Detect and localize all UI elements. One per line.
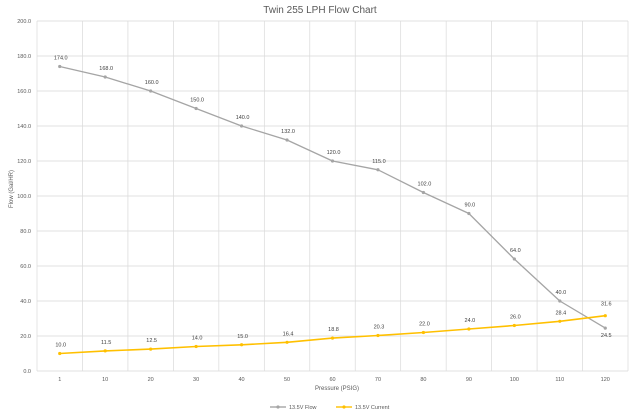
y-tick-label: 120.0 (17, 159, 31, 165)
legend: 13.5V Flow 13.5V Current (270, 405, 390, 411)
data-label: 150.0 (190, 98, 204, 104)
data-labels: 174.0 168.0 160.0 150.0 140.0 132.0 120.0 115.0… (54, 56, 612, 349)
data-point (58, 351, 62, 356)
data-label: 115.0 (372, 159, 385, 165)
data-label: 22.0 (419, 322, 430, 328)
data-label: 16.4 (283, 331, 294, 337)
x-tick-label: 110 (555, 377, 564, 383)
data-point (285, 340, 289, 344)
data-label: 31.6 (601, 302, 612, 308)
data-label: 26.0 (510, 315, 521, 321)
x-tick-label: 100 (510, 377, 519, 383)
series-line-flow (59, 65, 606, 329)
data-point (194, 344, 198, 349)
data-label: 15.0 (237, 334, 248, 340)
data-label: 102.0 (418, 182, 432, 188)
y-axis-ticks: 0.0 20.0 40.0 60.0 80.0 100.0 120.0 140.0 160.0 1… (17, 19, 31, 375)
data-point (149, 347, 153, 351)
x-tick-label: 70 (375, 377, 381, 383)
x-tick-label: 90 (466, 377, 472, 383)
data-label: 18.8 (328, 327, 339, 333)
x-tick-label: 80 (420, 377, 426, 383)
data-label: 24.0 (465, 318, 476, 324)
x-tick-label: 120 (601, 377, 610, 383)
data-point (239, 124, 244, 128)
y-tick-label: 0.0 (23, 369, 31, 375)
chart-title: Twin 255 LPH Flow Chart (263, 5, 377, 16)
data-point (421, 190, 426, 195)
y-tick-label: 60.0 (20, 264, 31, 270)
data-point (558, 319, 562, 323)
data-point (58, 64, 62, 69)
data-label: 12.5 (146, 338, 157, 344)
data-label: 168.0 (99, 66, 113, 72)
y-tick-label: 160.0 (17, 89, 31, 95)
data-label: 132.0 (281, 129, 295, 135)
data-label: 11.5 (101, 340, 111, 346)
data-point (194, 106, 198, 111)
data-point (512, 323, 516, 328)
series-layer (58, 64, 607, 356)
data-point (103, 75, 107, 79)
data-point (467, 327, 471, 331)
data-point (330, 336, 335, 340)
x-tick-label: 1 (58, 377, 61, 383)
data-point (512, 257, 516, 261)
x-tick-label: 10 (102, 377, 108, 383)
legend-marker (342, 405, 346, 409)
data-point (149, 89, 153, 93)
y-axis-title: Flow (Gal/HR) (9, 170, 15, 208)
x-tick-label: 60 (329, 377, 335, 383)
x-axis-ticks: 1 10 20 30 40 50 60 70 80 90 100 110 120 (58, 377, 610, 383)
data-point (103, 349, 107, 353)
data-point (558, 299, 562, 303)
data-label: 20.3 (374, 324, 385, 330)
x-tick-label: 50 (284, 377, 290, 383)
data-point (376, 168, 380, 172)
data-point (603, 314, 607, 318)
gridlines (36, 20, 629, 372)
data-point (285, 138, 289, 142)
legend-label: 13.5V Current (355, 405, 390, 411)
y-tick-label: 180.0 (17, 54, 31, 60)
x-axis-title: Pressure (PSIG) (315, 386, 359, 392)
y-tick-label: 20.0 (20, 334, 31, 340)
y-tick-label: 100.0 (17, 194, 31, 200)
data-point (330, 159, 335, 163)
series-line-current (59, 314, 606, 355)
data-label: 160.0 (145, 80, 159, 86)
data-label: 40.0 (555, 290, 566, 296)
data-label: 10.0 (55, 343, 66, 349)
data-point (467, 211, 471, 216)
data-point (421, 330, 426, 335)
data-label: 14.0 (192, 336, 203, 342)
data-label: 28.4 (555, 310, 566, 316)
data-label: 140.0 (236, 115, 250, 121)
y-tick-label: 200.0 (17, 19, 31, 25)
y-tick-label: 140.0 (17, 124, 31, 130)
data-label: 64.0 (510, 248, 521, 254)
legend-label: 13.5V Flow (289, 405, 317, 411)
x-tick-label: 40 (239, 377, 245, 383)
data-label: 174.0 (54, 56, 68, 62)
legend-marker (276, 405, 280, 409)
data-point (603, 326, 607, 330)
data-label: 24.5 (601, 333, 612, 339)
data-point (239, 343, 244, 347)
data-label: 120.0 (327, 150, 341, 156)
data-point (376, 333, 380, 338)
x-tick-label: 30 (193, 377, 199, 383)
y-tick-label: 80.0 (20, 229, 31, 235)
y-tick-label: 40.0 (20, 299, 31, 305)
x-tick-label: 20 (148, 377, 154, 383)
data-label: 90.0 (465, 203, 476, 209)
